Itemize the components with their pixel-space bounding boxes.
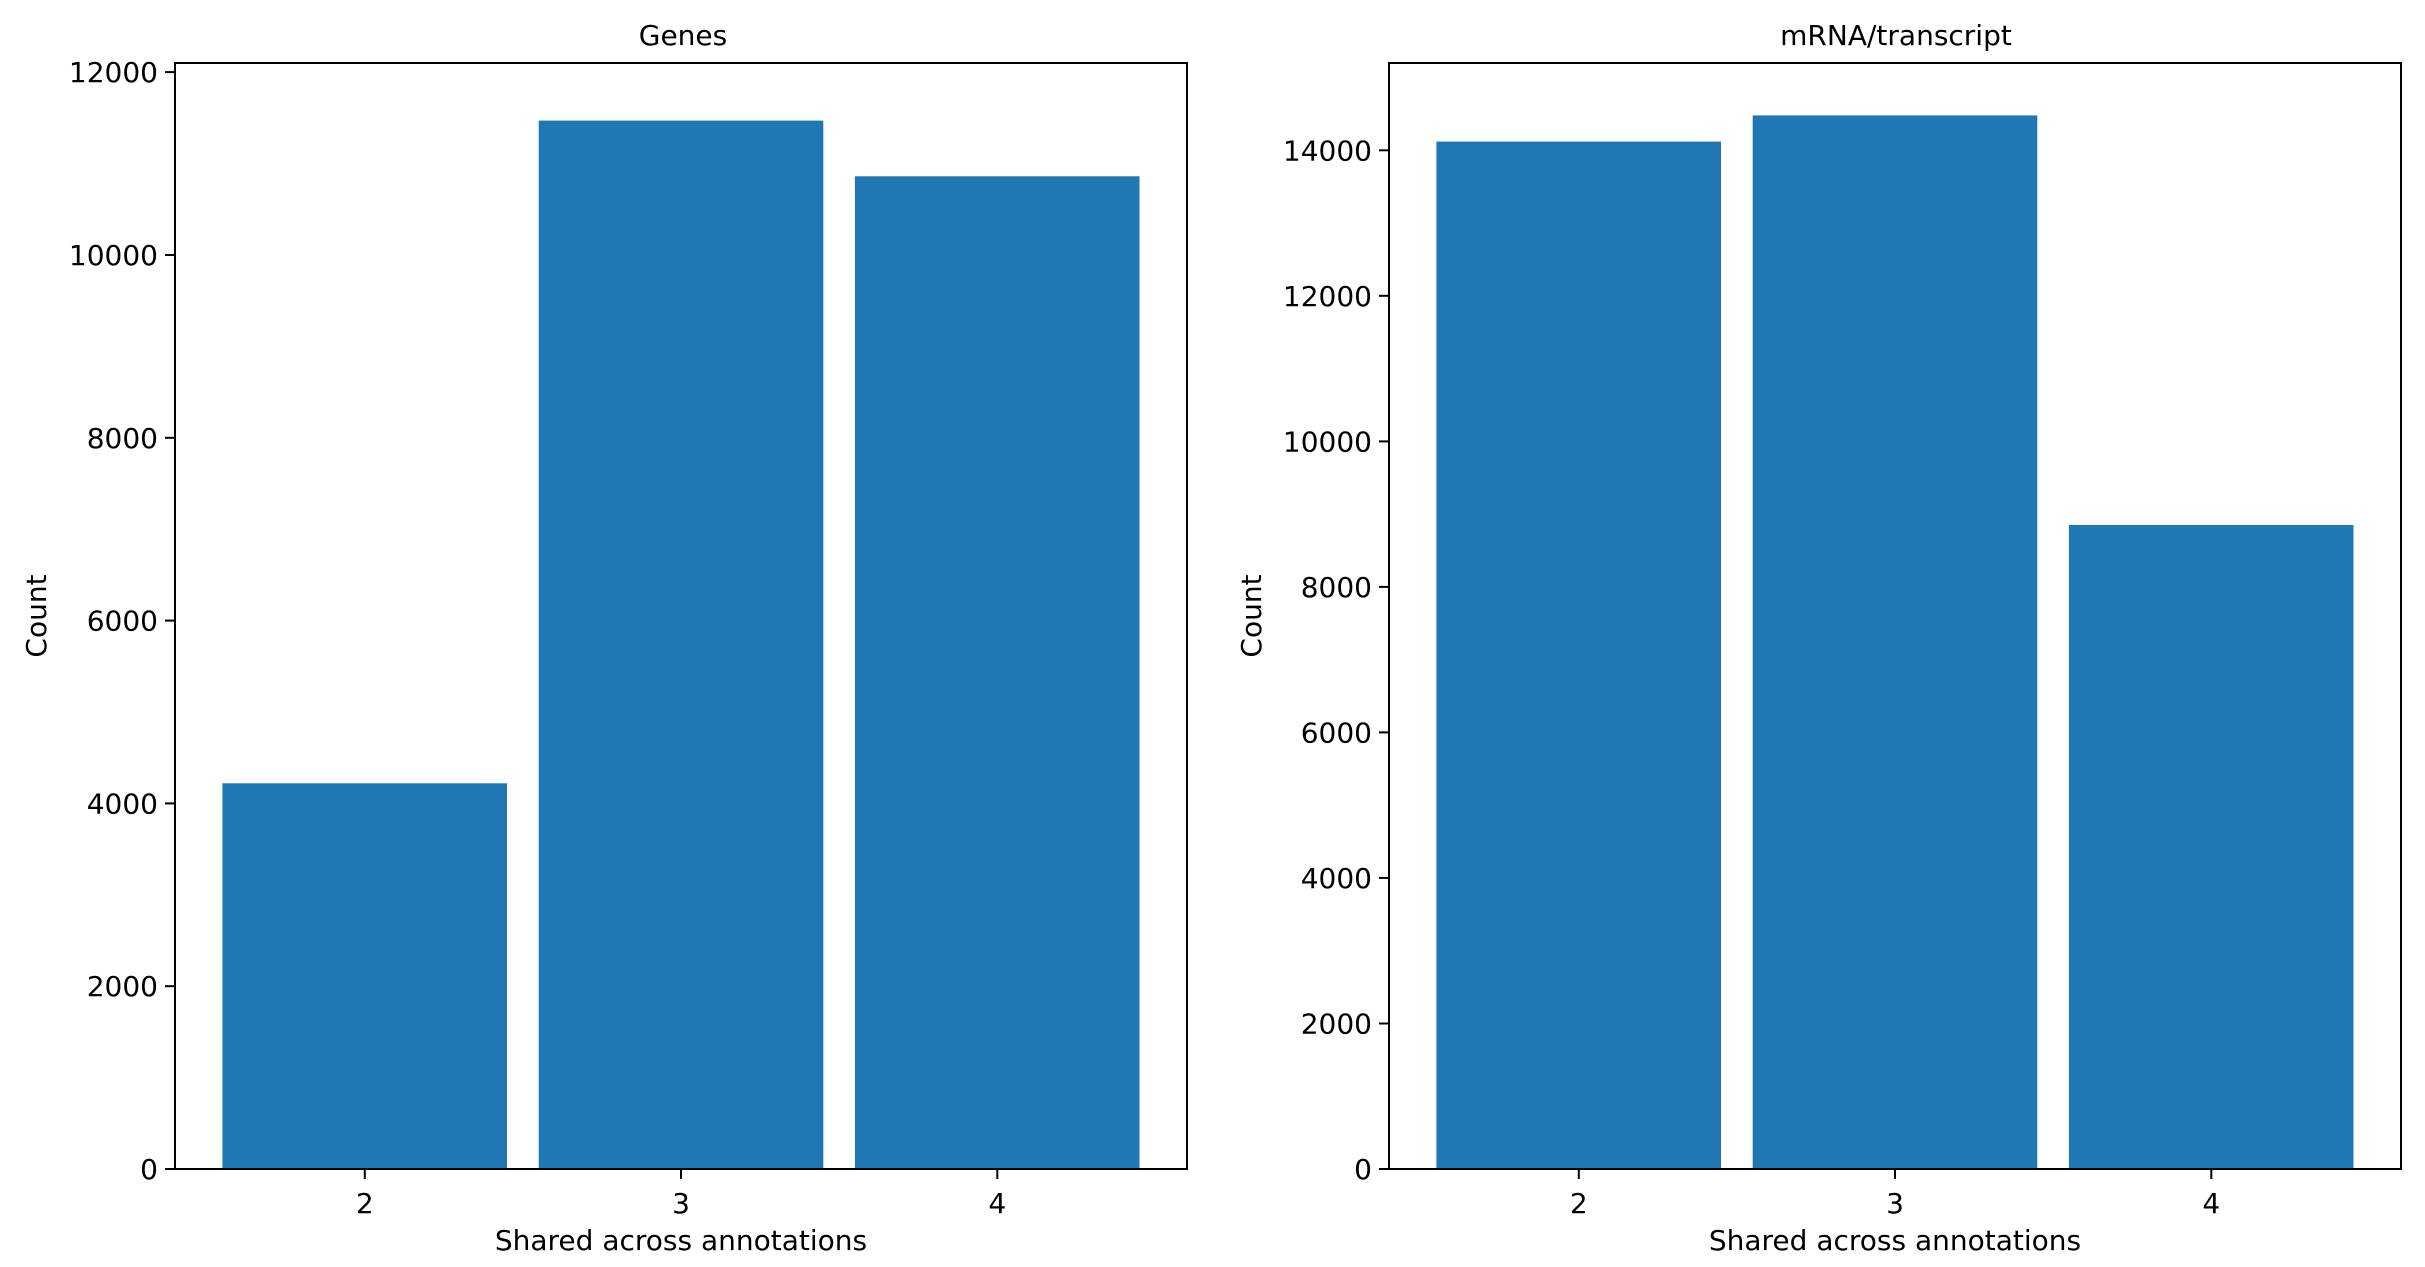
- x-tick-label: 4: [2202, 1187, 2220, 1220]
- y-tick-label: 0: [140, 1153, 158, 1186]
- y-tick-label: 6000: [87, 605, 158, 638]
- x-axis: 2 3 4: [356, 1169, 1006, 1220]
- y-axis: 0 2000 4000 6000 8000 10000 12000 14000: [1283, 134, 1389, 1186]
- chart-title: mRNA/transcript: [1780, 19, 2012, 52]
- bar-3: [538, 120, 824, 1170]
- bar-3: [1752, 115, 2038, 1169]
- x-tick-label: 2: [1570, 1187, 1588, 1220]
- chart-genes: Genes 0 2000 4000 6000 8000 10000 12000 2 3 4 Sh…: [20, 19, 1188, 1257]
- x-axis: 2 3 4: [1570, 1169, 2220, 1220]
- y-tick-label: 10000: [69, 239, 158, 272]
- bar-4: [854, 176, 1140, 1170]
- x-axis-label: Shared across annotations: [495, 1224, 867, 1257]
- plot-frame: [174, 62, 1188, 1170]
- x-axis-label: Shared across annotations: [1709, 1224, 2081, 1257]
- bar-2: [1436, 141, 1721, 1170]
- y-axis-label: Count: [20, 574, 53, 657]
- y-tick-label: 12000: [69, 56, 158, 89]
- y-tick-label: 12000: [1283, 280, 1372, 313]
- y-tick-label: 0: [1354, 1153, 1372, 1186]
- y-tick-label: 4000: [87, 787, 158, 820]
- bar-2: [222, 783, 507, 1169]
- y-axis: 0 2000 4000 6000 8000 10000 12000: [69, 56, 175, 1186]
- x-tick-label: 3: [1886, 1187, 1904, 1220]
- x-tick-label: 3: [672, 1187, 690, 1220]
- y-tick-label: 8000: [1301, 571, 1372, 604]
- x-tick-label: 2: [356, 1187, 374, 1220]
- y-tick-label: 2000: [1301, 1008, 1372, 1041]
- y-axis-label: Count: [1235, 574, 1268, 657]
- chart-title: Genes: [639, 19, 727, 52]
- y-tick-label: 2000: [87, 970, 158, 1003]
- plot-frame: [1388, 62, 2402, 1170]
- y-tick-label: 4000: [1301, 862, 1372, 895]
- chart-mrna-transcript: mRNA/transcript 0 2000 4000 6000 8000 10000 12…: [1235, 19, 2402, 1257]
- bars-group: [222, 120, 1140, 1170]
- bar-4: [2068, 525, 2354, 1169]
- y-tick-label: 10000: [1283, 425, 1372, 458]
- x-tick-label: 4: [988, 1187, 1006, 1220]
- y-tick-label: 6000: [1301, 716, 1372, 749]
- bars-group: [1436, 115, 2354, 1170]
- y-tick-label: 14000: [1283, 134, 1372, 167]
- y-tick-label: 8000: [87, 422, 158, 455]
